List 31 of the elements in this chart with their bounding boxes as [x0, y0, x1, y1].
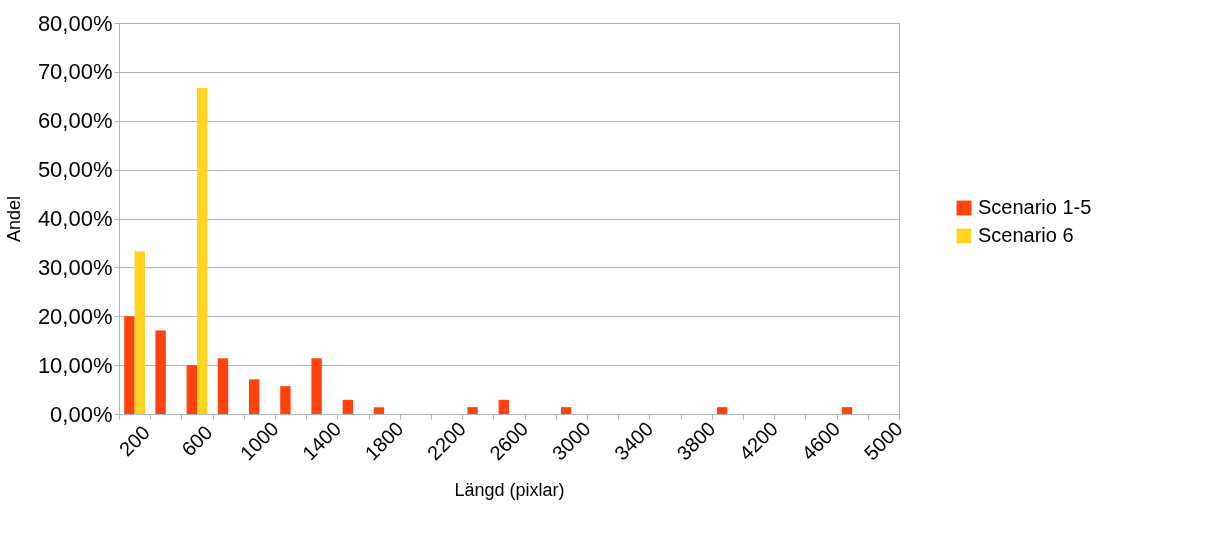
bar [249, 379, 260, 414]
y-tick-label: 80,00% [37, 10, 113, 36]
bar [717, 407, 728, 414]
y-tick-label: 70,00% [37, 59, 113, 85]
bar [186, 365, 197, 414]
bar [124, 316, 135, 414]
bar [841, 407, 853, 414]
y-tick-label: 10,00% [37, 352, 113, 378]
y-tick-label: 50,00% [37, 157, 113, 183]
x-tick-label: 200 [114, 421, 154, 461]
bar [197, 88, 208, 414]
legend-label: Scenario 1-5 [978, 196, 1092, 218]
y-tick-label: 40,00% [37, 206, 113, 231]
bar [373, 407, 385, 414]
bar [498, 399, 509, 414]
bar [342, 399, 353, 414]
y-tick-label: 0,00% [50, 401, 113, 427]
x-axis-title: Längd (pixlar) [454, 480, 565, 501]
bar [280, 386, 291, 414]
bar [467, 407, 478, 414]
y-tick-label: 20,00% [37, 303, 113, 329]
legend-label: Scenario 6 [978, 224, 1074, 246]
bar [561, 407, 572, 414]
x-tick-label: 600 [177, 421, 217, 461]
y-tick-label: 60,00% [37, 108, 113, 134]
y-tick-label: 30,00% [37, 254, 113, 280]
bar [155, 330, 166, 414]
bar [134, 251, 145, 414]
y-axis-title: Andel [3, 195, 24, 243]
bar [217, 358, 229, 414]
bar [311, 358, 322, 414]
